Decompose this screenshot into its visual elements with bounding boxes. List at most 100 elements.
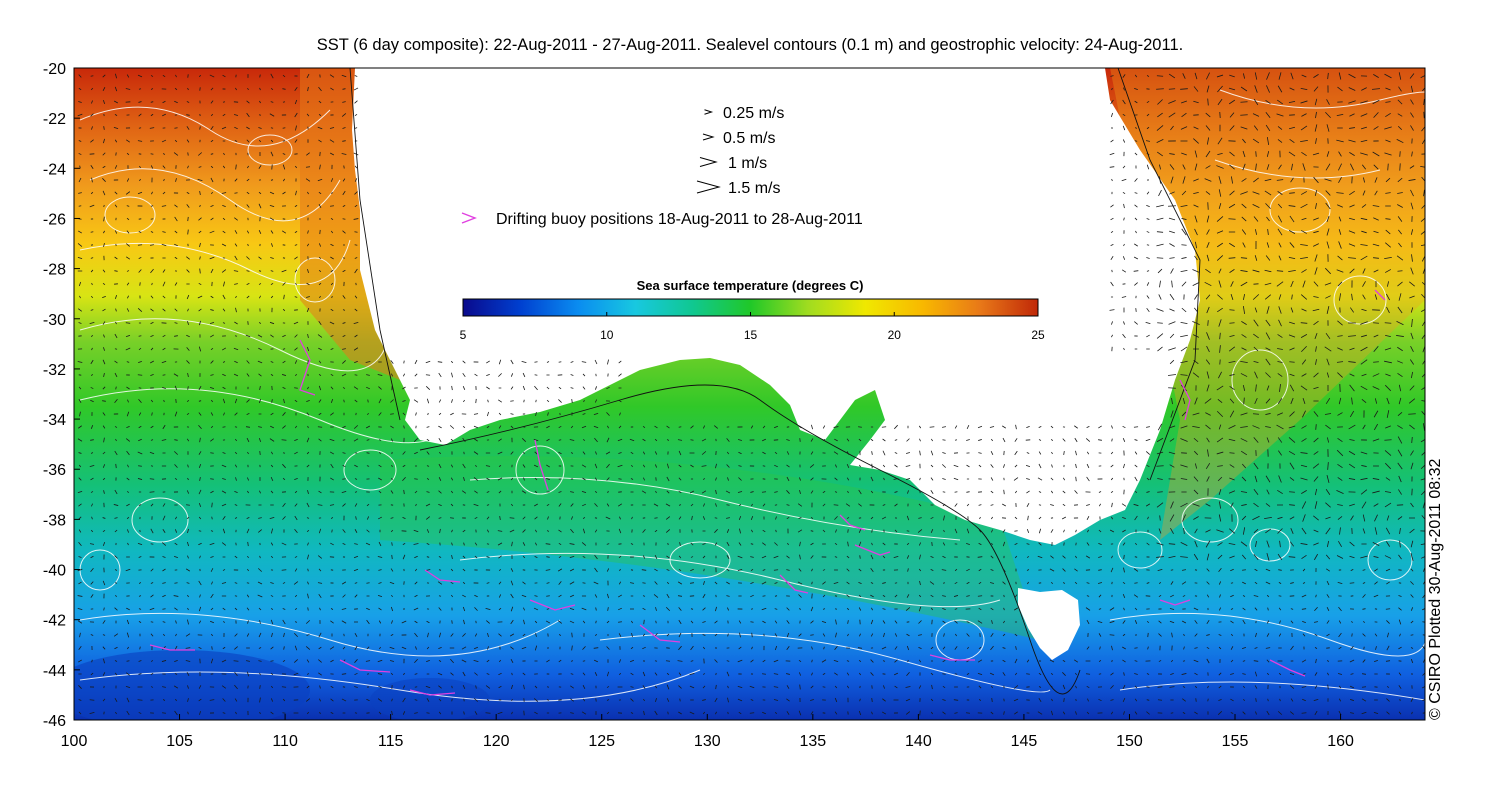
velocity-arrow [1254,607,1258,611]
velocity-arrow [1217,542,1223,546]
velocity-arrow [1182,595,1186,597]
velocity-arrow [1168,321,1176,325]
velocity-arrow [1146,100,1150,104]
velocity-arrow [1229,112,1235,118]
velocity-arrow [1014,594,1018,598]
velocity-arrow [871,697,873,703]
velocity-arrow [1421,176,1425,182]
velocity-arrow [1385,541,1391,547]
velocity-arrow [259,451,261,455]
velocity-arrow [222,230,226,234]
velocity-arrow [1159,515,1161,521]
velocity-arrow [943,515,945,521]
velocity-arrow [1290,711,1294,715]
velocity-arrow [377,673,383,675]
velocity-arrow [450,412,454,416]
velocity-arrow [90,309,94,311]
velocity-arrow [1313,296,1319,298]
velocity-arrow [1397,125,1403,131]
velocity-arrow [102,296,106,298]
velocity-arrow [546,464,550,468]
velocity-arrow [462,594,466,598]
velocity-arrow [1145,140,1151,142]
velocity-arrow [1168,100,1176,104]
velocity-arrow [125,256,131,260]
velocity-arrow [1326,151,1330,157]
velocity-arrow [942,608,946,610]
velocity-arrow [247,243,249,247]
velocity-arrow [1350,163,1354,171]
velocity-arrow [222,294,226,300]
velocity-arrow [294,645,298,651]
velocity-arrow [835,632,837,638]
velocity-arrow [655,697,657,703]
velocity-arrow [727,697,729,703]
velocity-arrow [186,204,190,208]
velocity-arrow [281,542,287,546]
velocity-arrow [1325,502,1331,508]
velocity-arrow [1338,685,1342,689]
velocity-arrow [1241,554,1247,560]
velocity-arrow [78,74,82,78]
velocity-arrow [1360,139,1368,143]
velocity-arrow [1110,281,1114,287]
velocity-arrow [1243,397,1245,405]
velocity-arrow [366,698,370,702]
velocity-arrow [125,347,131,351]
velocity-arrow [102,542,106,546]
velocity-arrow [498,659,502,663]
velocity-arrow [881,646,887,650]
velocity-arrow [114,372,118,378]
velocity-arrow [162,712,166,714]
velocity-arrow [486,426,490,428]
velocity-arrow [1361,711,1367,715]
lat-tick-label: -22 [43,111,66,128]
velocity-arrow [138,673,142,675]
velocity-arrow [942,711,946,715]
velocity-arrow [1134,491,1138,493]
velocity-arrow [102,74,106,78]
velocity-arrow [162,621,166,623]
lon-tick-label: 100 [61,733,88,750]
velocity-arrow [786,516,790,520]
velocity-arrow [522,633,526,637]
velocity-arrow [787,542,789,546]
velocity-arrow [1301,608,1307,610]
velocity-arrow [931,542,933,546]
velocity-arrow [1146,257,1150,259]
velocity-arrow [1228,87,1236,91]
velocity-arrow [234,517,238,519]
velocity-arrow [1398,229,1402,235]
velocity-arrow [1385,477,1391,481]
velocity-arrow [1290,698,1294,702]
velocity-arrow [1074,437,1078,443]
velocity-arrow [210,87,214,91]
velocity-arrow [690,608,694,610]
velocity-arrow [1169,464,1175,468]
velocity-arrow [234,412,238,416]
velocity-arrow [762,542,766,546]
velocity-arrow [606,425,610,429]
velocity-arrow [1253,98,1259,106]
velocity-arrow [246,295,250,299]
velocity-arrow [1288,205,1296,207]
velocity-arrow [282,282,286,286]
velocity-arrow [714,697,718,703]
velocity-arrow [1086,685,1090,689]
velocity-arrow [1229,151,1235,157]
velocity-arrow [1062,503,1066,507]
velocity-arrow [726,541,730,547]
velocity-arrow [859,672,861,676]
velocity-arrow [1110,567,1114,573]
velocity-arrow [174,216,178,222]
velocity-arrow [1240,126,1248,130]
velocity-arrow [354,659,358,663]
velocity-arrow [1277,711,1283,715]
velocity-arrow [978,504,982,506]
velocity-arrow [187,152,189,156]
velocity-arrow [126,411,130,417]
velocity-arrow [126,152,130,156]
velocity-arrow [1110,255,1114,261]
velocity-arrow [1325,111,1331,119]
velocity-arrow [1373,361,1379,363]
